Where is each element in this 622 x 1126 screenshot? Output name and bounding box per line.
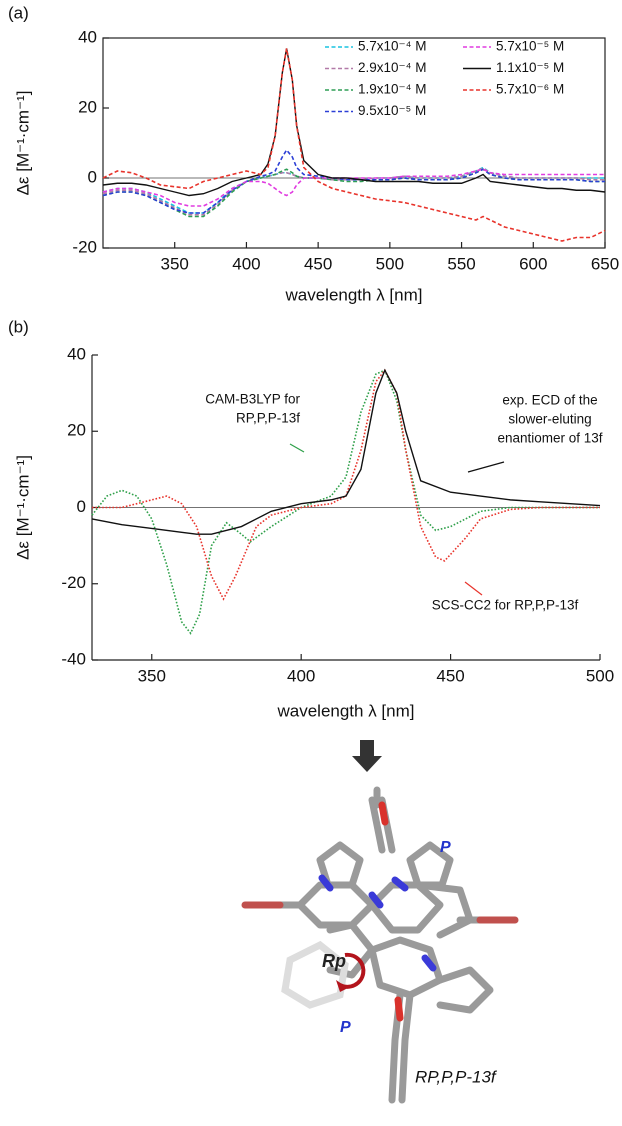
x-tick-label: 450 xyxy=(304,254,332,273)
annotation-leader xyxy=(467,461,505,473)
legend-label: 9.5x10⁻⁵ M xyxy=(358,103,426,118)
x-axis-title: wavelength λ [nm] xyxy=(284,285,422,304)
annotation-leader xyxy=(289,443,305,453)
x-tick-label: 350 xyxy=(161,254,189,273)
series-line xyxy=(91,368,601,535)
stereo-label: Rp xyxy=(322,951,346,971)
y-tick-label: 0 xyxy=(88,167,97,186)
panel-label: (a) xyxy=(8,3,29,22)
arrow xyxy=(352,740,382,772)
stereo-label: P xyxy=(440,839,451,856)
series-line xyxy=(102,168,605,207)
annotation: slower-eluting xyxy=(508,412,591,427)
legend-label: 5.7x10⁻⁵ M xyxy=(496,39,564,54)
y-axis-title: Δε [M⁻¹·cm⁻¹] xyxy=(13,455,32,560)
x-tick-label: 500 xyxy=(376,254,404,273)
x-tick-label: 400 xyxy=(287,666,315,685)
x-tick-label: 600 xyxy=(519,254,547,273)
y-tick-label: 40 xyxy=(67,344,86,363)
annotation: enantiomer of 13f xyxy=(497,431,602,446)
stereo-label: P xyxy=(340,1019,351,1036)
legend-label: 2.9x10⁻⁴ M xyxy=(358,60,426,75)
series-line xyxy=(91,369,600,635)
y-tick-label: -40 xyxy=(61,649,86,668)
y-tick-label: 0 xyxy=(77,497,86,516)
panel-label: (b) xyxy=(8,317,29,336)
x-tick-label: 500 xyxy=(586,666,614,685)
legend-label: 1.1x10⁻⁵ M xyxy=(496,60,564,75)
y-tick-label: -20 xyxy=(72,237,97,256)
annotation: CAM-B3LYP for xyxy=(205,392,300,407)
x-axis-title: wavelength λ [nm] xyxy=(276,701,414,720)
y-tick-label: 20 xyxy=(78,97,97,116)
x-tick-label: 450 xyxy=(436,666,464,685)
annotation: exp. ECD of the xyxy=(502,393,597,408)
series-line xyxy=(102,167,605,216)
y-tick-label: 20 xyxy=(67,421,86,440)
molecule xyxy=(241,786,519,1104)
annotation-leader xyxy=(464,581,483,596)
x-tick-label: 350 xyxy=(138,666,166,685)
x-tick-label: 400 xyxy=(232,254,260,273)
x-tick-label: 550 xyxy=(447,254,475,273)
series-line xyxy=(102,48,606,242)
legend-label: 5.7x10⁻⁶ M xyxy=(496,82,564,97)
y-tick-label: -20 xyxy=(61,573,86,592)
annotation: SCS-CC2 for RP,P,P-13f xyxy=(432,598,579,613)
series-line xyxy=(102,168,605,218)
series-line xyxy=(102,148,605,214)
structure-caption: RP,P,P-13f xyxy=(415,1067,498,1086)
legend-label: 1.9x10⁻⁴ M xyxy=(358,82,426,97)
plot-frame xyxy=(102,37,606,249)
x-tick-label: 650 xyxy=(591,254,619,273)
y-axis-title: Δε [M⁻¹·cm⁻¹] xyxy=(13,91,32,196)
legend-label: 5.7x10⁻⁴ M xyxy=(358,39,426,54)
annotation: RP,P,P-13f xyxy=(236,411,300,426)
series-line xyxy=(102,48,606,197)
y-tick-label: 40 xyxy=(78,27,97,46)
